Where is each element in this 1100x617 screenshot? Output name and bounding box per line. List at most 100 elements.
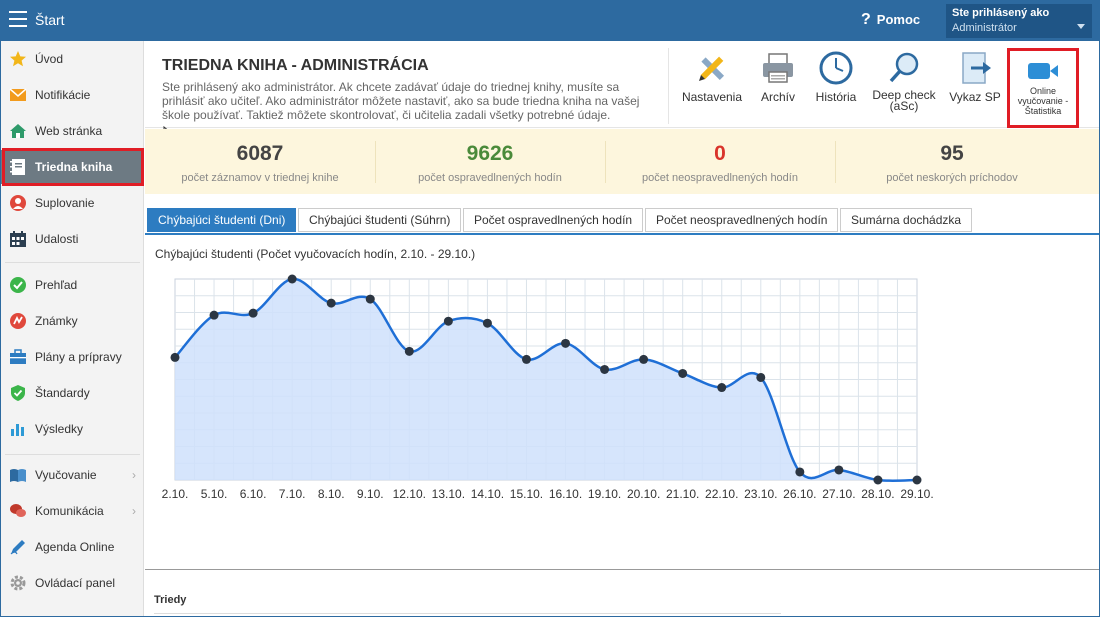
sidebar-item-label: Agenda Online bbox=[35, 540, 115, 554]
data-point bbox=[600, 364, 610, 374]
data-point bbox=[912, 475, 922, 485]
archiv-button[interactable]: Archív bbox=[753, 50, 803, 104]
chevron-down-icon bbox=[1077, 24, 1085, 29]
x-tick-label: 13.10. bbox=[432, 487, 465, 501]
sidebar-item-web-stranka[interactable]: Web stránka bbox=[1, 114, 144, 148]
stat-unexcused-hours: 0 počet neospravedlnených hodín bbox=[605, 129, 835, 194]
data-point bbox=[326, 298, 336, 308]
data-point bbox=[170, 352, 180, 362]
home-icon bbox=[9, 122, 27, 140]
chart-title: Chýbajúci študenti (Počet vyučovacích ho… bbox=[155, 247, 476, 261]
data-point bbox=[756, 372, 766, 382]
online-label: Online bbox=[1029, 86, 1056, 96]
stat-divider bbox=[605, 141, 606, 183]
tab-sumarna-dochadzka[interactable]: Sumárna dochádzka bbox=[840, 208, 973, 232]
grade-icon bbox=[9, 312, 27, 330]
stat-caption: počet ospravedlnených hodín bbox=[418, 172, 562, 184]
sidebar-item-label: Suplovanie bbox=[35, 196, 95, 210]
top-bar: Štart ? Pomoc Ste prihlásený ako Administ… bbox=[1, 1, 1099, 41]
x-tick-label: 2.10. bbox=[162, 487, 189, 501]
user-role: Administrátor bbox=[952, 22, 1017, 34]
sidebar-item-notifikacie[interactable]: Notifikácie bbox=[1, 78, 144, 112]
stat-value: 0 bbox=[714, 142, 726, 165]
data-point bbox=[443, 316, 453, 326]
sidebar-item-suplovanie[interactable]: Suplovanie bbox=[1, 186, 144, 220]
sidebar-item-vysledky[interactable]: Výsledky bbox=[1, 412, 144, 446]
gear-icon bbox=[9, 574, 27, 592]
sidebar: Úvod Notifikácie Web stránka Triedna kni… bbox=[1, 41, 144, 616]
tab-chybajuci-dni[interactable]: Chýbajúci študenti (Dni) bbox=[147, 208, 297, 232]
nastavenia-button[interactable]: Nastavenia bbox=[681, 50, 743, 104]
x-tick-label: 22.10. bbox=[705, 487, 738, 501]
sidebar-item-triedna-kniha[interactable]: Triedna kniha bbox=[1, 150, 144, 184]
sidebar-item-uvod[interactable]: Úvod bbox=[1, 42, 144, 76]
online-vyucovanie-statistika-button[interactable]: Online vyučovanie - Štatistika bbox=[1007, 48, 1079, 128]
online-label-line2: vyučovanie - bbox=[1017, 96, 1069, 106]
sidebar-item-label: Triedna kniha bbox=[35, 160, 113, 174]
page-header: TRIEDNA KNIHA - ADMINISTRÁCIA Ste prihlá… bbox=[145, 44, 1099, 128]
sidebar-item-label: Úvod bbox=[35, 52, 64, 66]
help-button[interactable]: ? Pomoc bbox=[861, 11, 920, 29]
sidebar-item-label: Prehľad bbox=[35, 278, 78, 292]
top-bar-title[interactable]: Štart bbox=[35, 12, 65, 28]
data-point bbox=[717, 383, 727, 393]
stat-divider bbox=[375, 141, 376, 183]
tab-ospravedlnene[interactable]: Počet ospravedlnených hodín bbox=[463, 208, 644, 232]
vykaz-sp-button[interactable]: Vykaz SP bbox=[945, 50, 1005, 104]
sidebar-item-label: Web stránka bbox=[35, 124, 103, 138]
historia-button[interactable]: História bbox=[811, 50, 861, 104]
sidebar-item-udalosti[interactable]: Udalosti bbox=[1, 222, 144, 256]
sidebar-item-label: Vyučovanie bbox=[35, 468, 97, 482]
sidebar-item-znamky[interactable]: Známky bbox=[1, 304, 144, 338]
section-title-triedy: Triedy bbox=[154, 594, 187, 606]
sidebar-item-label: Ovládací panel bbox=[35, 576, 116, 590]
sidebar-item-plany[interactable]: Plány a prípravy bbox=[1, 340, 144, 374]
tab-bar: Chýbajúci študenti (Dni) Chýbajúci štude… bbox=[145, 207, 1099, 233]
chevron-right-icon: › bbox=[132, 504, 136, 518]
hamburger-menu-icon[interactable] bbox=[9, 11, 27, 27]
sidebar-item-label: Udalosti bbox=[35, 232, 79, 246]
x-tick-label: 21.10. bbox=[666, 487, 699, 501]
x-tick-label: 6.10. bbox=[240, 487, 267, 501]
x-tick-label: 19.10. bbox=[588, 487, 621, 501]
stat-value: 9626 bbox=[466, 142, 514, 165]
active-item-highlight bbox=[2, 148, 144, 186]
sidebar-item-agenda-online[interactable]: Agenda Online bbox=[1, 530, 144, 564]
sidebar-item-label: Plány a prípravy bbox=[35, 350, 122, 364]
sidebar-item-prehlad[interactable]: Prehľad bbox=[1, 268, 144, 302]
area-fill bbox=[175, 278, 917, 481]
online-label-line3: Štatistika bbox=[1024, 106, 1062, 116]
question-icon: ? bbox=[861, 11, 871, 28]
sidebar-item-standardy[interactable]: Štandardy bbox=[1, 376, 144, 410]
deep-check-button[interactable]: Deep check (aSc) bbox=[867, 50, 941, 112]
data-point bbox=[209, 310, 219, 320]
sidebar-item-ovladaci-panel[interactable]: Ovládací panel bbox=[1, 566, 144, 600]
historia-label: História bbox=[815, 90, 857, 104]
deep-check-sublabel: (aSc) bbox=[889, 99, 919, 113]
data-point bbox=[678, 368, 688, 378]
envelope-icon bbox=[9, 86, 27, 104]
calendar-icon bbox=[9, 230, 27, 248]
tab-neospravedlnene[interactable]: Počet neospravedlnených hodín bbox=[645, 208, 839, 232]
stat-caption: počet záznamov v triednej knihe bbox=[181, 172, 339, 184]
tab-chybajuci-suhrn[interactable]: Chýbajúci študenti (Súhrn) bbox=[298, 208, 462, 232]
user-dropdown[interactable]: Ste prihlásený ako Administrátor bbox=[946, 4, 1092, 38]
chart-panel: Chýbajúci študenti (Počet vyučovacích ho… bbox=[145, 233, 1099, 570]
star-icon bbox=[9, 50, 27, 68]
stat-divider bbox=[835, 141, 836, 183]
series-line bbox=[174, 277, 918, 482]
sidebar-item-komunikacia[interactable]: Komunikácia › bbox=[1, 494, 144, 528]
x-tick-label: 12.10. bbox=[393, 487, 426, 501]
data-point bbox=[639, 354, 649, 364]
sidebar-item-label: Komunikácia bbox=[35, 504, 104, 518]
sidebar-item-vyucovanie[interactable]: Vyučovanie › bbox=[1, 458, 144, 492]
stat-caption: počet neskorých príchodov bbox=[886, 172, 1018, 184]
shield-icon bbox=[9, 384, 27, 402]
page-title: TRIEDNA KNIHA - ADMINISTRÁCIA bbox=[162, 57, 429, 74]
page-description: Ste prihlásený ako administrátor. Ak chc… bbox=[162, 80, 640, 122]
x-tick-label: 26.10. bbox=[783, 487, 816, 501]
stat-late-arrivals: 95 počet neskorých príchodov bbox=[837, 129, 1067, 194]
help-label: Pomoc bbox=[876, 12, 921, 27]
sidebar-item-label: Výsledky bbox=[35, 422, 84, 436]
section-divider bbox=[154, 613, 781, 614]
